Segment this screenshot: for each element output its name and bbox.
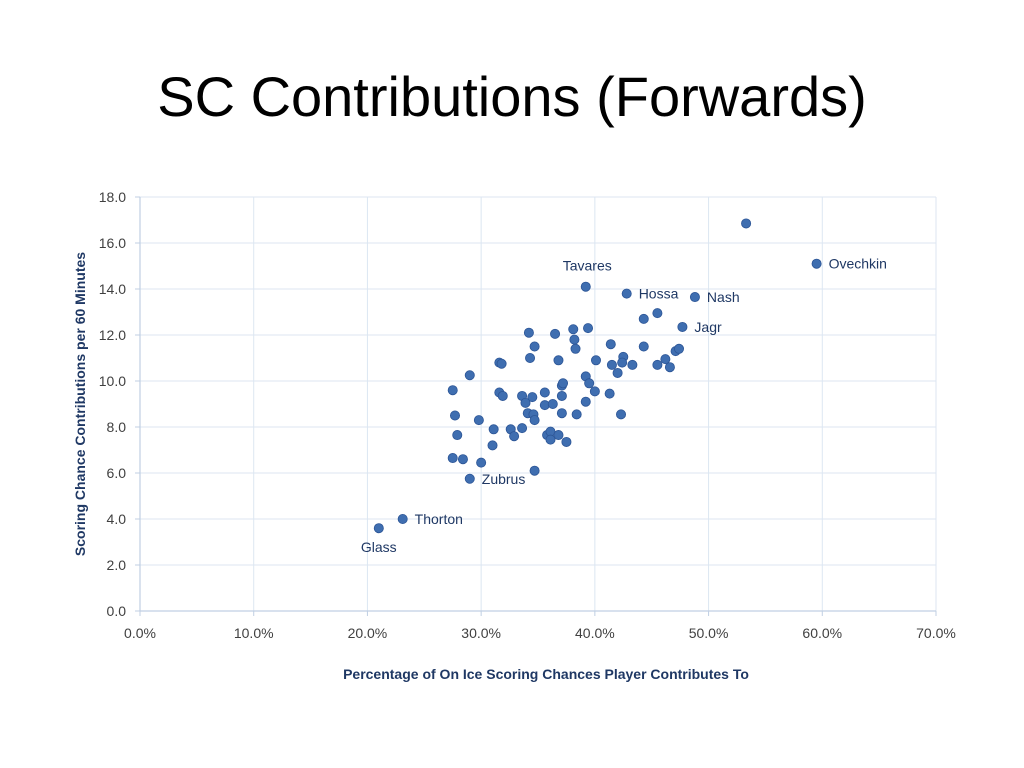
data-point: [689, 292, 700, 303]
point-label: Thorton: [415, 511, 463, 527]
data-point: [638, 313, 649, 324]
point-label: Hossa: [639, 286, 679, 302]
data-point: [497, 390, 508, 401]
data-point: [473, 415, 484, 426]
data-points: [373, 218, 822, 534]
data-point: [617, 357, 628, 368]
data-point: [457, 454, 468, 465]
data-point: [580, 396, 591, 407]
data-point: [397, 514, 408, 525]
data-point: [616, 409, 627, 420]
data-point: [447, 385, 458, 396]
data-point: [517, 423, 528, 434]
y-tick-label: 0.0: [107, 603, 127, 619]
axes: [135, 196, 937, 616]
data-point: [580, 281, 591, 292]
data-point: [590, 355, 601, 366]
data-point: [811, 258, 822, 269]
x-tick-label: 50.0%: [689, 625, 729, 641]
y-tick-label: 6.0: [107, 465, 127, 481]
data-point: [452, 430, 463, 441]
data-point: [539, 387, 550, 398]
data-point: [569, 334, 580, 345]
data-point: [476, 457, 487, 468]
x-tick-label: 20.0%: [348, 625, 388, 641]
data-point: [583, 323, 594, 334]
data-point: [487, 440, 498, 451]
data-point: [677, 321, 688, 332]
data-point: [638, 341, 649, 352]
x-tick-label: 0.0%: [124, 625, 156, 641]
data-point: [589, 386, 600, 397]
x-tick-label: 10.0%: [234, 625, 274, 641]
y-tick-label: 10.0: [99, 373, 126, 389]
data-point: [545, 434, 556, 445]
y-tick-label: 4.0: [107, 511, 127, 527]
y-tick-label: 8.0: [107, 419, 127, 435]
tick-labels: 0.0 2.0 4.0 6.0 8.0 10.0 12.0 14.0 16.0 18.0 0.0% 1…: [99, 189, 956, 641]
data-point: [571, 409, 582, 420]
data-point: [612, 367, 623, 378]
data-point: [674, 343, 685, 354]
x-tick-label: 60.0%: [802, 625, 842, 641]
data-point: [464, 370, 475, 381]
data-point: [568, 324, 579, 335]
point-labels: Ovechkin Tavares Hossa Nash Jagr Zubrus Thorto…: [361, 256, 887, 556]
data-point: [660, 354, 671, 365]
data-point: [550, 328, 561, 339]
x-tick-label: 30.0%: [461, 625, 501, 641]
data-point: [553, 430, 564, 441]
point-label: Jagr: [694, 319, 722, 335]
point-label: Ovechkin: [829, 256, 887, 272]
data-point: [741, 218, 752, 229]
data-point: [561, 436, 572, 447]
x-tick-label: 40.0%: [575, 625, 615, 641]
data-point: [556, 408, 567, 419]
data-point: [496, 358, 507, 369]
data-point: [627, 359, 638, 370]
data-point: [558, 378, 569, 389]
data-point: [373, 523, 384, 534]
data-point: [529, 415, 540, 426]
data-point: [447, 453, 458, 464]
data-point: [523, 327, 534, 338]
data-point: [604, 388, 615, 399]
slide-title: SC Contributions (Forwards): [157, 65, 867, 128]
x-axis-title: Percentage of On Ice Scoring Chances Pla…: [343, 666, 749, 682]
data-point: [606, 359, 617, 370]
point-label: Glass: [361, 539, 397, 555]
y-tick-label: 16.0: [99, 235, 126, 251]
data-point: [570, 343, 581, 354]
data-point: [547, 398, 558, 409]
y-tick-label: 2.0: [107, 557, 127, 573]
x-tick-label: 70.0%: [916, 625, 956, 641]
data-point: [605, 339, 616, 350]
data-point: [529, 341, 540, 352]
data-point: [652, 308, 663, 319]
data-point: [652, 359, 663, 370]
point-label: Zubrus: [482, 471, 526, 487]
point-label: Nash: [707, 289, 740, 305]
y-tick-label: 18.0: [99, 189, 126, 205]
data-point: [509, 431, 520, 442]
data-point: [529, 465, 540, 476]
data-point: [527, 392, 538, 403]
data-point: [449, 410, 460, 421]
data-point: [556, 390, 567, 401]
data-point: [621, 288, 632, 299]
data-point: [488, 424, 499, 435]
data-point: [525, 352, 536, 363]
y-tick-label: 12.0: [99, 327, 126, 343]
data-point: [584, 378, 595, 389]
y-axis-title: Scoring Chance Contributions per 60 Minu…: [72, 252, 88, 556]
data-point: [553, 355, 564, 366]
y-tick-label: 14.0: [99, 281, 126, 297]
data-point: [664, 362, 675, 373]
point-label: Tavares: [563, 258, 612, 274]
data-point: [464, 473, 475, 484]
data-point: [520, 397, 531, 408]
